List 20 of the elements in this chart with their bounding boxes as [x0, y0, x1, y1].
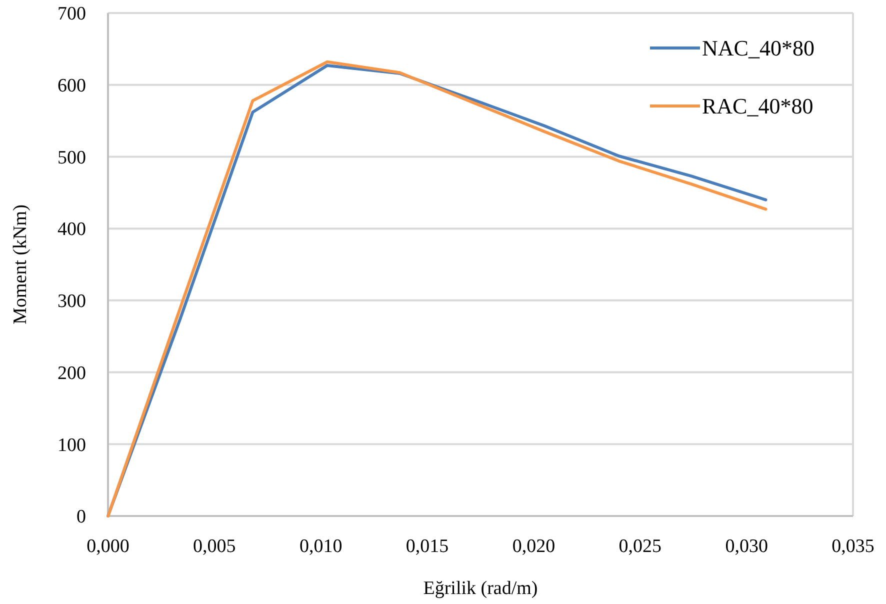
y-axis-title: Moment (kNm): [10, 204, 31, 324]
y-tick-label: 300: [58, 291, 86, 312]
x-tick-label: 0,015: [406, 536, 449, 557]
x-tick-label: 0,035: [832, 536, 874, 557]
x-tick-label: 0,020: [512, 536, 556, 557]
y-tick-label: 400: [58, 219, 86, 240]
y-tick-label: 700: [58, 4, 86, 25]
x-tick-label: 0,000: [86, 536, 130, 557]
y-tick-label: 500: [58, 147, 86, 168]
x-tick-label: 0,030: [725, 536, 768, 557]
y-tick-label: 200: [58, 362, 86, 384]
x-tick-label: 0,010: [299, 536, 342, 557]
legend-label: NAC_40*80: [702, 36, 814, 61]
legend-label: RAC_40*80: [702, 94, 814, 119]
x-axis-title: Eğrilik (rad/m): [423, 578, 538, 599]
x-tick-label: 0,005: [193, 536, 236, 557]
y-tick-label: 0: [76, 506, 86, 528]
x-tick-label: 0,025: [618, 536, 662, 557]
y-tick-label: 600: [58, 76, 86, 97]
y-tick-label: 100: [58, 434, 86, 456]
